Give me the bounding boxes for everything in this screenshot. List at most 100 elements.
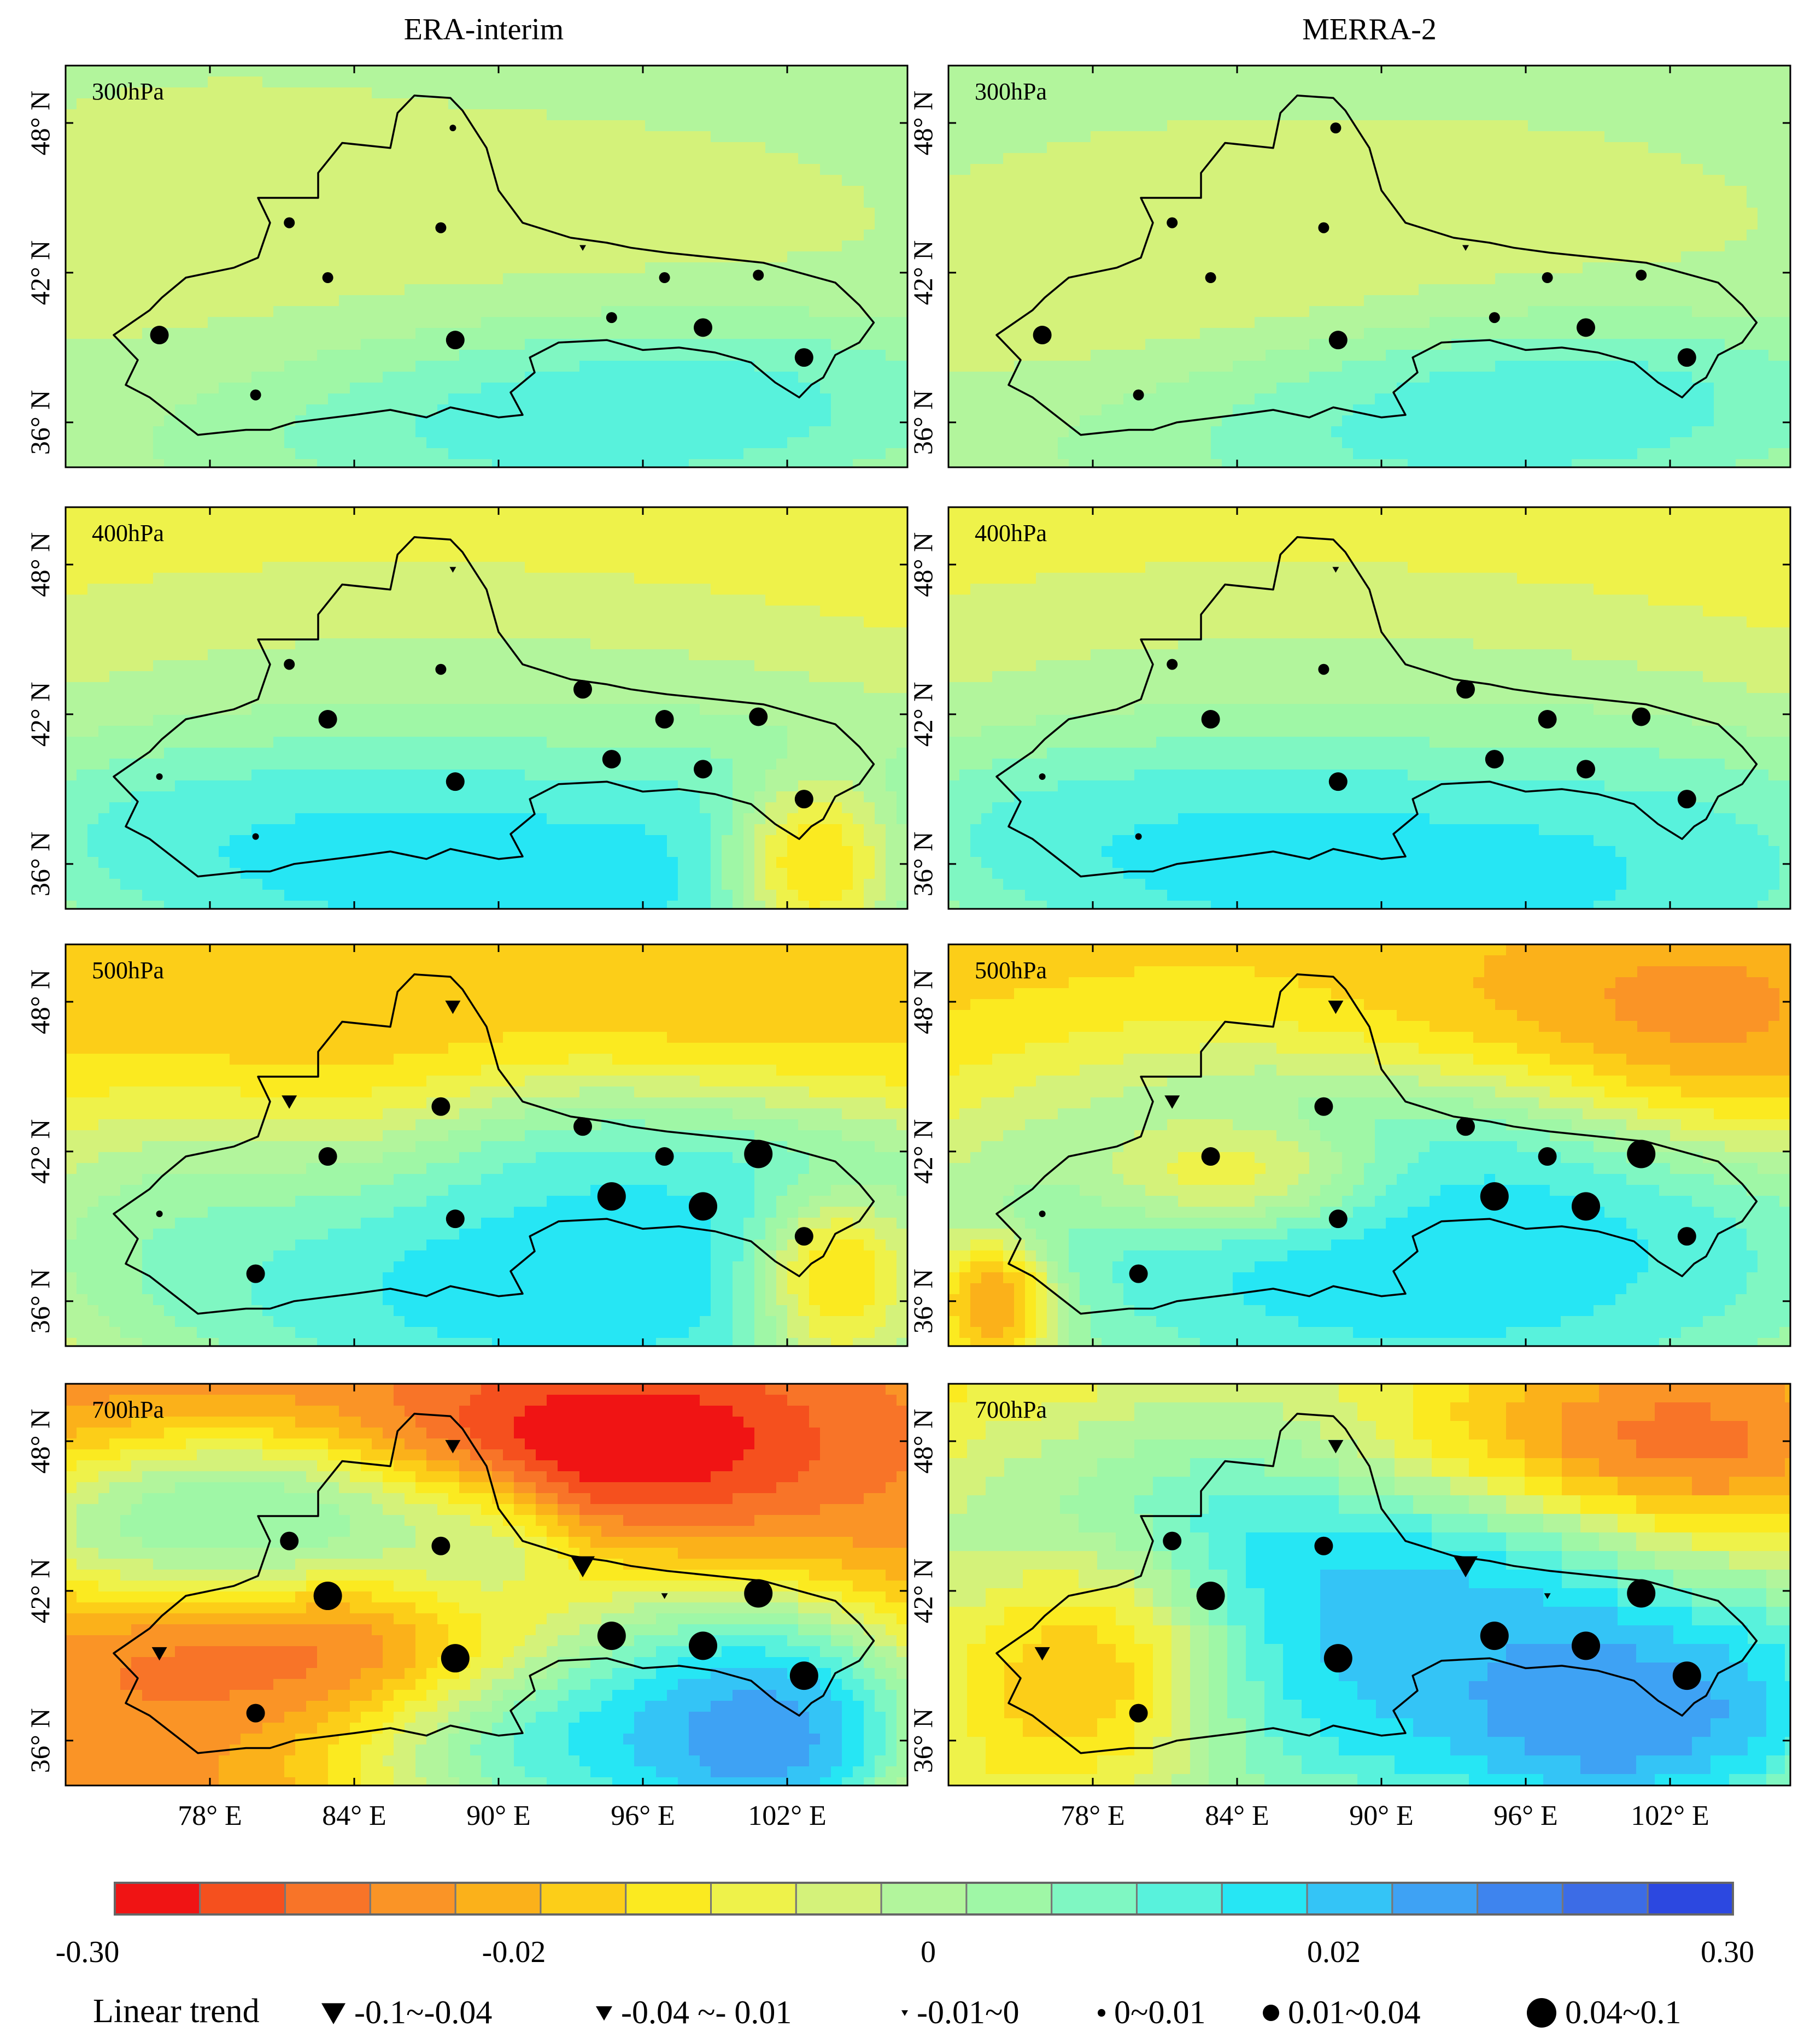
field-cell — [426, 748, 438, 759]
field-cell — [656, 748, 667, 759]
field-cell — [776, 627, 788, 639]
field-cell — [262, 66, 274, 77]
field-cell — [273, 175, 285, 186]
field-cell — [77, 383, 88, 394]
field-cell — [897, 791, 907, 803]
field-cell — [350, 66, 361, 77]
field-cell — [503, 770, 514, 781]
field-cell — [733, 770, 744, 781]
field-cell — [361, 109, 372, 121]
field-cell — [569, 726, 580, 737]
field-cell — [547, 87, 558, 99]
field-cell — [251, 328, 263, 339]
xinjiang-boundary — [113, 95, 875, 436]
field-cell — [689, 426, 700, 438]
field-cell — [120, 230, 132, 241]
field-cell — [383, 562, 394, 573]
field-cell — [579, 627, 591, 639]
field-cell — [273, 660, 285, 672]
field-cell — [219, 682, 230, 694]
field-cell — [328, 551, 339, 562]
field-cell — [536, 98, 547, 110]
field-cell — [733, 584, 744, 595]
field-cell — [809, 251, 821, 263]
field-cell — [558, 584, 569, 595]
field-cell — [623, 284, 635, 296]
field-cell — [809, 415, 821, 427]
field-cell — [251, 780, 263, 792]
field-cell — [798, 660, 810, 672]
field-cell — [350, 131, 361, 143]
field-cell — [601, 660, 613, 672]
field-cell — [317, 802, 329, 814]
field-cell — [612, 540, 624, 551]
field-cell — [262, 120, 274, 132]
field-cell — [109, 120, 121, 132]
field-cell — [798, 98, 810, 110]
field-cell — [219, 273, 230, 285]
field-cell — [350, 437, 361, 449]
field-cell — [722, 448, 733, 460]
field-cell — [131, 507, 143, 519]
field-cell — [711, 164, 722, 175]
field-cell — [142, 383, 154, 394]
field-cell — [394, 251, 405, 263]
field-cell — [776, 682, 788, 694]
field-cell — [372, 77, 383, 88]
field-cell — [208, 627, 219, 639]
field-cell — [864, 638, 875, 650]
field-cell — [230, 562, 241, 573]
field-cell — [864, 415, 875, 427]
field-cell — [197, 737, 208, 748]
field-cell — [109, 372, 121, 383]
field-cell — [743, 737, 755, 748]
field-cell — [295, 230, 307, 241]
field-cell — [667, 120, 678, 132]
field-cell — [656, 649, 667, 661]
field-cell — [787, 682, 799, 694]
field-cell — [831, 606, 842, 617]
field-cell — [667, 197, 678, 208]
field-cell — [853, 726, 864, 737]
field-cell — [284, 372, 296, 383]
field-cell — [481, 240, 493, 252]
field-cell — [361, 415, 372, 427]
field-cell — [415, 240, 427, 252]
field-cell — [820, 748, 831, 759]
field-cell — [700, 383, 711, 394]
field-cell — [317, 131, 329, 143]
field-cell — [514, 616, 525, 628]
field-cell — [787, 573, 799, 584]
field-cell — [208, 693, 219, 704]
field-cell — [853, 649, 864, 661]
field-cell — [809, 459, 821, 467]
field-cell — [525, 638, 536, 650]
field-cell — [787, 529, 799, 541]
field-cell — [120, 120, 132, 132]
field-cell — [787, 142, 799, 154]
field-cell — [503, 726, 514, 737]
field-cell — [131, 529, 143, 541]
field-cell — [186, 404, 197, 416]
field-cell — [754, 682, 766, 694]
field-cell — [459, 273, 471, 285]
field-cell — [317, 109, 329, 121]
field-cell — [251, 350, 263, 361]
field-cell — [383, 415, 394, 427]
field-cell — [77, 153, 88, 165]
field-cell — [405, 507, 416, 519]
field-cell — [87, 448, 99, 460]
field-cell — [251, 627, 263, 639]
field-cell — [459, 726, 471, 737]
field-cell — [514, 562, 525, 573]
field-cell — [536, 383, 547, 394]
field-cell — [689, 273, 700, 285]
field-cell — [153, 693, 165, 704]
field-cell — [66, 317, 77, 328]
field-cell — [503, 262, 514, 274]
field-cell — [230, 638, 241, 650]
field-cell — [700, 671, 711, 683]
field-cell — [601, 726, 613, 737]
field-cell — [536, 251, 547, 263]
field-cell — [437, 393, 449, 405]
